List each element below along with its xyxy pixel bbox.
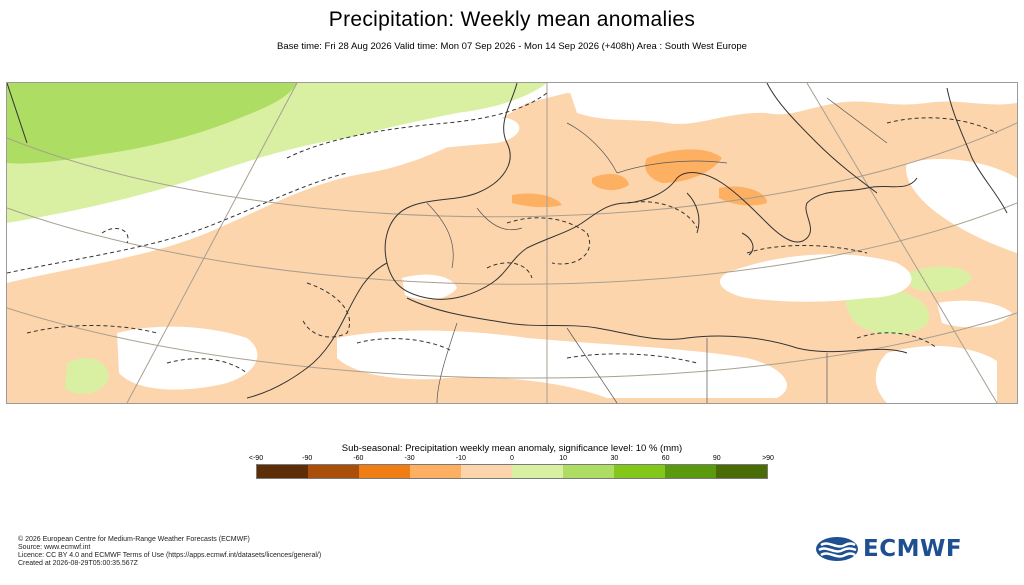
footer-credits: © 2026 European Centre for Medium-Range … [18, 536, 321, 568]
legend-swatch [410, 465, 461, 478]
neutral-region-sahara-west [117, 326, 258, 390]
map-canvas [7, 83, 1017, 403]
legend-tick-label: -30 [404, 455, 415, 462]
ecmwf-logo-icon [816, 537, 858, 561]
neutral-region-libya [719, 254, 912, 302]
legend-swatch [257, 465, 308, 478]
page-subtitle: Base time: Fri 28 Aug 2026 Valid time: M… [277, 41, 747, 52]
dry-anomaly-region [7, 88, 1017, 403]
legend-tick-label: 10 [559, 455, 568, 462]
wet-anomaly-aegean [907, 266, 972, 292]
graticule-lines [7, 83, 1017, 403]
legend-tick-label: 60 [661, 455, 670, 462]
coastlines [7, 83, 1008, 399]
neutral-region-north-africa [337, 330, 787, 398]
legend-tick-label: <-90 [248, 455, 264, 462]
legend-tick-label: 90 [712, 455, 721, 462]
significance-contours [7, 92, 998, 374]
wet-anomaly-madeira [65, 358, 109, 395]
ecmwf-logo-text: ECMWF [863, 536, 963, 562]
footer-licence: Licence: CC BY 4.0 and ECMWF Terms of Us… [18, 552, 322, 559]
dry-anomaly-core-switzerland [592, 173, 629, 191]
dry-anomaly-core-alps [645, 149, 722, 183]
legend-swatch [563, 465, 614, 478]
legend-swatch [665, 465, 716, 478]
neutral-region-balkans [906, 158, 1017, 253]
country-borders [426, 97, 888, 403]
legend-swatch [512, 465, 563, 478]
legend-swatch [614, 465, 665, 478]
legend-color-bar [256, 464, 768, 479]
wet-anomaly-tunisia [845, 288, 930, 335]
wet-anomaly-core [7, 83, 297, 164]
legend-swatch [308, 465, 359, 478]
page-title: Precipitation: Weekly mean anomalies [328, 8, 696, 31]
neutral-region-central-europe [567, 83, 1017, 124]
legend-tick-label: 30 [610, 455, 619, 462]
legend-tick-label: >90 [762, 455, 774, 462]
footer-copyright: © 2026 European Centre for Medium-Range … [18, 536, 250, 543]
legend-tick-labels: <-90 -90 -60 -30 -10 0 10 30 60 90 >90 [249, 455, 774, 465]
legend-tick-label: -10 [455, 455, 466, 462]
ecmwf-logo[interactable]: ECMWF [815, 535, 962, 563]
precipitation-anomaly-map[interactable] [6, 82, 1018, 404]
legend-tick-label: -60 [353, 455, 364, 462]
legend-tick-label: 0 [510, 455, 514, 462]
footer-source: Source: www.ecmwf.int [18, 544, 91, 551]
neutral-region-iberia-south [402, 274, 457, 300]
neutral-region-east-med [875, 346, 997, 403]
legend-swatch [461, 465, 512, 478]
legend-tick-label: -90 [302, 455, 313, 462]
legend-swatch [716, 465, 767, 478]
legend-title: Sub-seasonal: Precipitation weekly mean … [341, 443, 683, 454]
neutral-region-biscay [7, 118, 520, 273]
dry-anomaly-core-gulf [512, 193, 562, 208]
footer-created: Created at 2026-08-29T05:00:35.567Z [18, 560, 138, 567]
legend-swatch [359, 465, 410, 478]
